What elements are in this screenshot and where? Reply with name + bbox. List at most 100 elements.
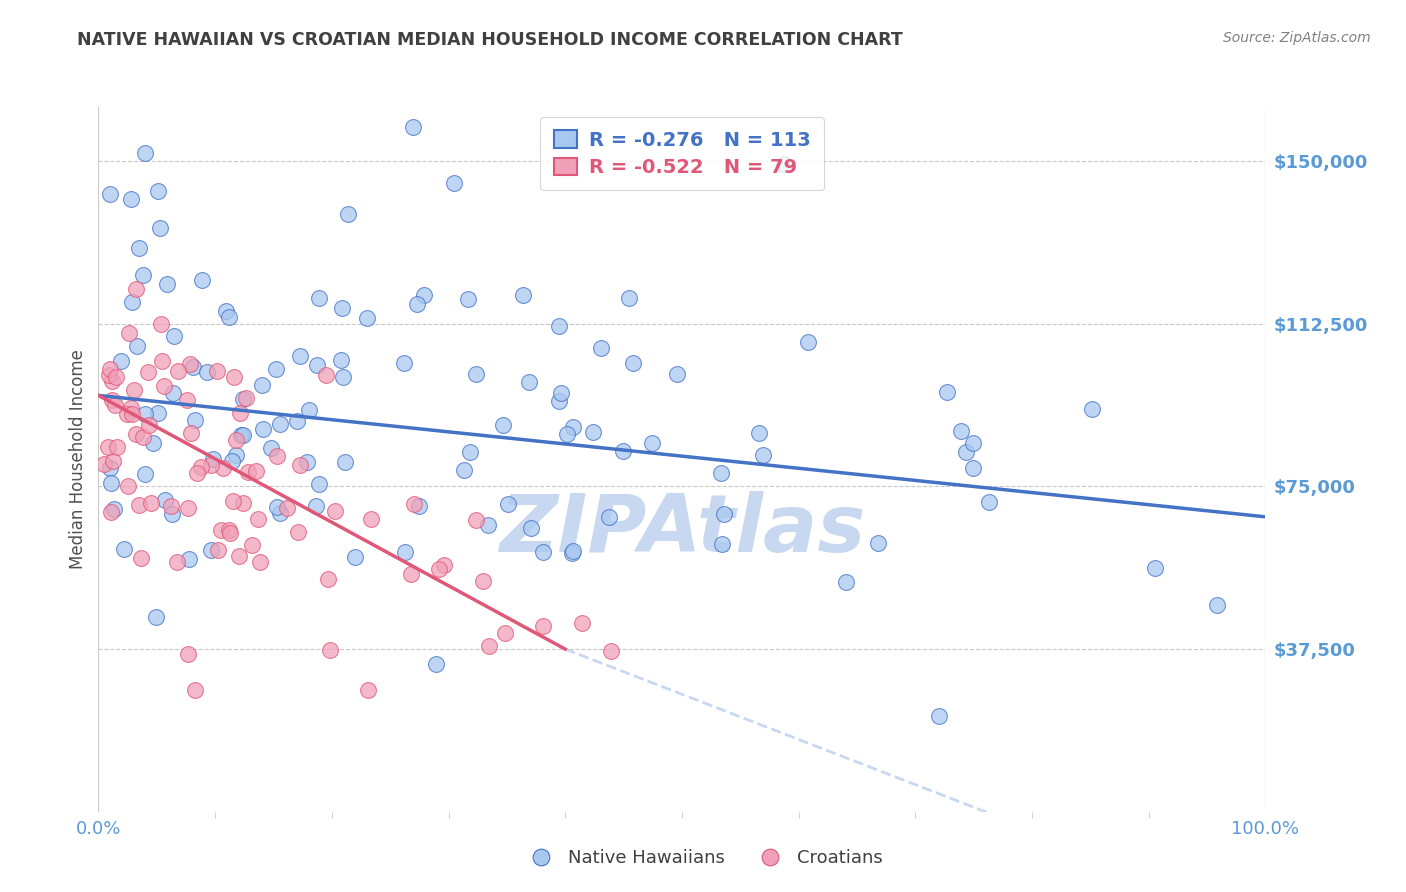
Point	[132, 268, 155, 283]
Point	[166, 364, 188, 378]
Point	[125, 282, 148, 296]
Text: ZIPAtlas: ZIPAtlas	[499, 491, 865, 569]
Point	[97, 440, 120, 454]
Point	[478, 639, 501, 653]
Point	[120, 401, 142, 416]
Point	[221, 454, 243, 468]
Point	[235, 392, 257, 406]
Point	[229, 428, 252, 442]
Point	[266, 450, 288, 464]
Point	[159, 499, 181, 513]
Point	[163, 329, 186, 343]
Point	[323, 504, 346, 518]
Point	[115, 407, 138, 421]
Point	[264, 361, 287, 376]
Point	[149, 221, 172, 235]
Point	[519, 375, 541, 389]
Point	[183, 359, 205, 374]
Point	[962, 460, 984, 475]
Point	[247, 511, 270, 525]
Point	[392, 356, 415, 370]
Point	[1206, 598, 1229, 612]
Point	[413, 288, 436, 302]
Point	[184, 413, 207, 427]
Point	[571, 615, 593, 630]
Point	[179, 551, 201, 566]
Point	[427, 562, 450, 576]
Point	[218, 526, 240, 541]
Point	[176, 647, 198, 661]
Point	[103, 502, 125, 516]
Point	[142, 435, 165, 450]
Point	[773, 157, 796, 171]
Point	[402, 498, 425, 512]
Point	[128, 241, 150, 255]
Point	[748, 425, 770, 440]
Point	[868, 536, 890, 550]
Point	[179, 357, 201, 371]
Point	[666, 367, 689, 381]
Point	[797, 334, 820, 349]
Point	[1081, 401, 1104, 416]
Point	[344, 549, 367, 564]
Point	[977, 495, 1000, 509]
Point	[548, 319, 571, 334]
Point	[582, 425, 605, 440]
Point	[308, 477, 330, 491]
Legend: Native Hawaiians, Croatians: Native Hawaiians, Croatians	[516, 842, 890, 874]
Point	[176, 392, 198, 407]
Point	[399, 566, 422, 581]
Point	[252, 422, 274, 436]
Point	[98, 362, 121, 376]
Point	[249, 555, 271, 569]
Point	[145, 610, 167, 624]
Point	[394, 545, 416, 559]
Point	[357, 683, 380, 698]
Point	[962, 435, 984, 450]
Point	[245, 464, 267, 478]
Point	[329, 353, 352, 368]
Point	[333, 455, 356, 469]
Point	[146, 184, 169, 198]
Point	[464, 513, 486, 527]
Point	[492, 417, 515, 432]
Point	[562, 419, 585, 434]
Point	[561, 546, 583, 560]
Point	[305, 499, 328, 513]
Point	[713, 508, 735, 522]
Point	[93, 457, 115, 471]
Point	[600, 644, 623, 658]
Point	[166, 555, 188, 569]
Point	[240, 538, 263, 552]
Point	[150, 353, 173, 368]
Point	[232, 427, 254, 442]
Point	[200, 458, 222, 472]
Point	[121, 408, 143, 422]
Point	[561, 544, 583, 558]
Point	[180, 426, 202, 441]
Point	[160, 507, 183, 521]
Point	[457, 292, 479, 306]
Point	[121, 295, 143, 310]
Point	[228, 406, 250, 420]
Point	[215, 304, 238, 318]
Point	[232, 392, 254, 407]
Point	[465, 367, 488, 381]
Legend: R = -0.276   N = 113, R = -0.522   N = 79: R = -0.276 N = 113, R = -0.522 N = 79	[540, 117, 824, 191]
Point	[433, 558, 456, 572]
Point	[295, 455, 318, 469]
Point	[218, 523, 240, 537]
Point	[1143, 561, 1166, 575]
Point	[550, 385, 572, 400]
Point	[531, 619, 554, 633]
Point	[139, 495, 162, 509]
Point	[252, 378, 274, 392]
Point	[211, 461, 233, 475]
Point	[176, 500, 198, 515]
Point	[225, 433, 247, 447]
Point	[453, 463, 475, 477]
Point	[498, 497, 520, 511]
Point	[98, 368, 121, 382]
Point	[711, 537, 734, 551]
Point	[191, 273, 214, 287]
